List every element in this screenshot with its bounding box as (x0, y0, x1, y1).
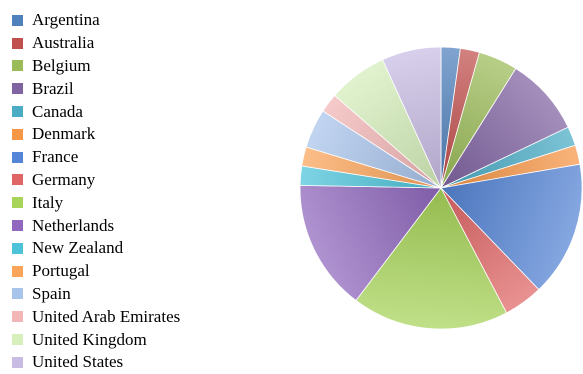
legend-label: New Zealand (32, 238, 124, 258)
legend-item: Germany (12, 169, 252, 192)
pie-slice-netherlands (299, 184, 442, 302)
legend-swatch (12, 60, 23, 72)
legend-label: Canada (32, 101, 83, 121)
legend-swatch (12, 197, 23, 209)
legend-swatch (12, 37, 23, 49)
legend-item: Italy (12, 191, 252, 214)
legend-item: Spain (12, 283, 252, 306)
pie-slice-france (440, 163, 583, 291)
legend-swatch (12, 106, 23, 118)
legend-swatch (12, 242, 23, 254)
legend: Argentina Australia Belgium Brazil Canada Den… (12, 9, 252, 374)
legend-item: United Kingdom (12, 328, 252, 351)
legend-item: Belgium (12, 55, 252, 78)
legend-label: United Arab Emirates (32, 306, 181, 326)
legend-swatch (12, 14, 23, 26)
legend-item: United States (12, 351, 252, 374)
legend-swatch (12, 151, 23, 163)
legend-label: Brazil (32, 78, 74, 98)
pie-slice-italy (355, 187, 508, 330)
legend-item: Australia (12, 32, 252, 55)
legend-swatch (12, 265, 23, 277)
legend-swatch (12, 174, 23, 186)
legend-label: United Kingdom (32, 329, 147, 349)
legend-item: Portugal (12, 260, 252, 283)
legend-swatch (12, 83, 23, 95)
legend-swatch (12, 288, 23, 300)
legend-label: Germany (32, 169, 96, 189)
legend-item: Netherlands (12, 214, 252, 237)
legend-item: Brazil (12, 77, 252, 100)
legend-label: Denmark (32, 124, 96, 144)
pie-slice-united-states (382, 46, 442, 189)
legend-swatch (12, 220, 23, 232)
legend-item: New Zealand (12, 237, 252, 260)
legend-label: Australia (32, 33, 95, 53)
legend-item: Argentina (12, 9, 252, 32)
legend-swatch (12, 311, 23, 323)
legend-label: Italy (32, 192, 64, 212)
legend-label: Netherlands (32, 215, 115, 235)
pie-slice-brazil (439, 67, 569, 189)
legend-label: Argentina (32, 10, 100, 30)
legend-swatch (12, 128, 23, 140)
legend-item: Canada (12, 100, 252, 123)
legend-swatch (12, 334, 23, 346)
legend-label: United States (32, 352, 124, 372)
legend-label: France (32, 147, 79, 167)
legend-swatch (12, 356, 23, 368)
legend-item: France (12, 146, 252, 169)
legend-item: Denmark (12, 123, 252, 146)
legend-label: Spain (32, 283, 71, 303)
legend-label: Portugal (32, 261, 90, 281)
legend-label: Belgium (32, 55, 91, 75)
legend-item: United Arab Emirates (12, 305, 252, 328)
